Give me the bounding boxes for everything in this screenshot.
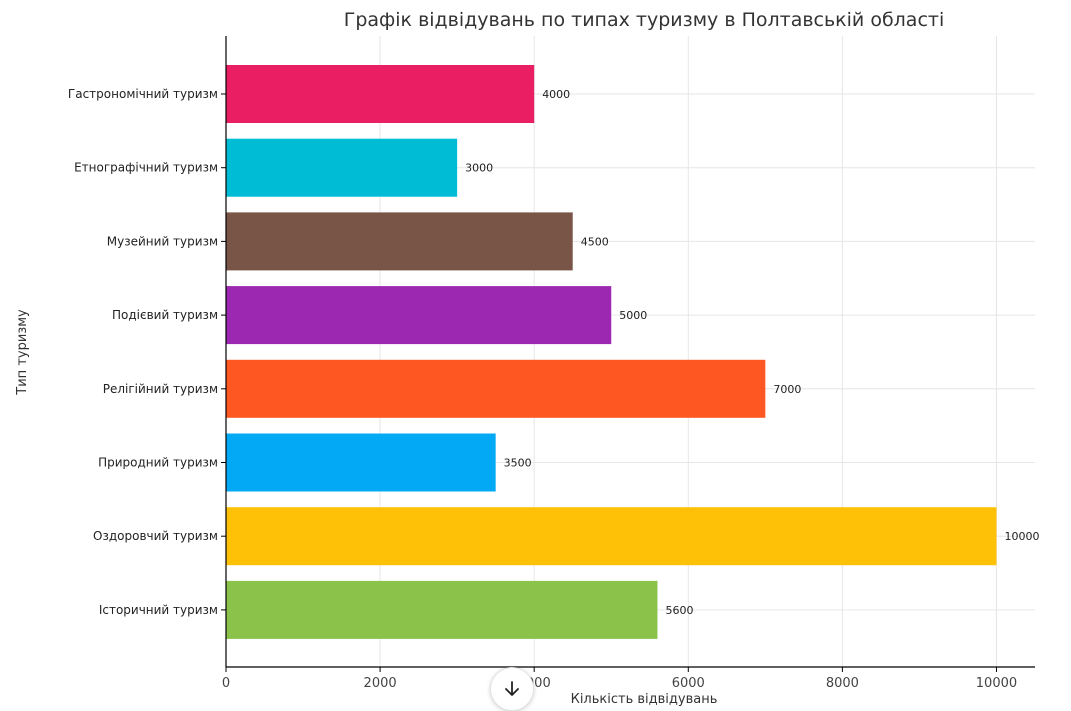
data-label: 4000: [542, 88, 570, 101]
data-label: 5600: [665, 604, 693, 617]
category-label: Подієвий туризм: [112, 308, 218, 322]
category-label-layer: Гастрономічний туризм Етнографічний туриз…: [68, 87, 226, 617]
bar: [226, 65, 535, 123]
x-axis-label: Кількість відвідувань: [571, 692, 718, 707]
x-tick-label: 8000: [826, 676, 859, 691]
data-label: 4500: [581, 235, 609, 248]
x-tick-layer: 0 2000 4000 6000 8000 10000: [222, 667, 1017, 691]
category-label: Природний туризм: [98, 456, 218, 470]
bar: [226, 286, 612, 345]
category-label: Гастрономічний туризм: [68, 87, 218, 101]
bar: [226, 580, 658, 639]
x-tick-label: 6000: [672, 676, 705, 691]
data-label: 10000: [1004, 530, 1039, 543]
x-tick-label: 10000: [976, 676, 1017, 691]
data-label: 5000: [619, 309, 647, 322]
x-tick-label: 0: [222, 676, 230, 691]
grid-layer: [225, 36, 1035, 667]
scroll-down-button[interactable]: [490, 667, 534, 711]
data-label: 7000: [773, 383, 801, 396]
bar: [226, 138, 458, 197]
x-tick-label: 2000: [364, 676, 397, 691]
category-label: Історичний туризм: [99, 603, 218, 617]
category-label: Оздоровчий туризм: [93, 529, 218, 543]
chart-title: Графік відвідувань по типах туризму в По…: [344, 9, 945, 31]
bar: [226, 433, 496, 492]
y-axis-label: Тип туризму: [15, 309, 30, 396]
category-label: Релігійний туризм: [103, 382, 218, 396]
data-label: 3000: [465, 162, 493, 175]
bar: [226, 212, 573, 271]
data-label: 3500: [504, 457, 532, 470]
arrow-down-icon: [505, 681, 519, 696]
bar: [226, 507, 997, 566]
bar-layer: [226, 65, 997, 639]
bar: [226, 359, 766, 418]
data-label-layer: 4000 3000 4500 5000 7000 3500 10000 5600: [465, 88, 1039, 617]
category-label: Музейний туризм: [107, 234, 218, 248]
category-label: Етнографічний туризм: [74, 161, 218, 175]
